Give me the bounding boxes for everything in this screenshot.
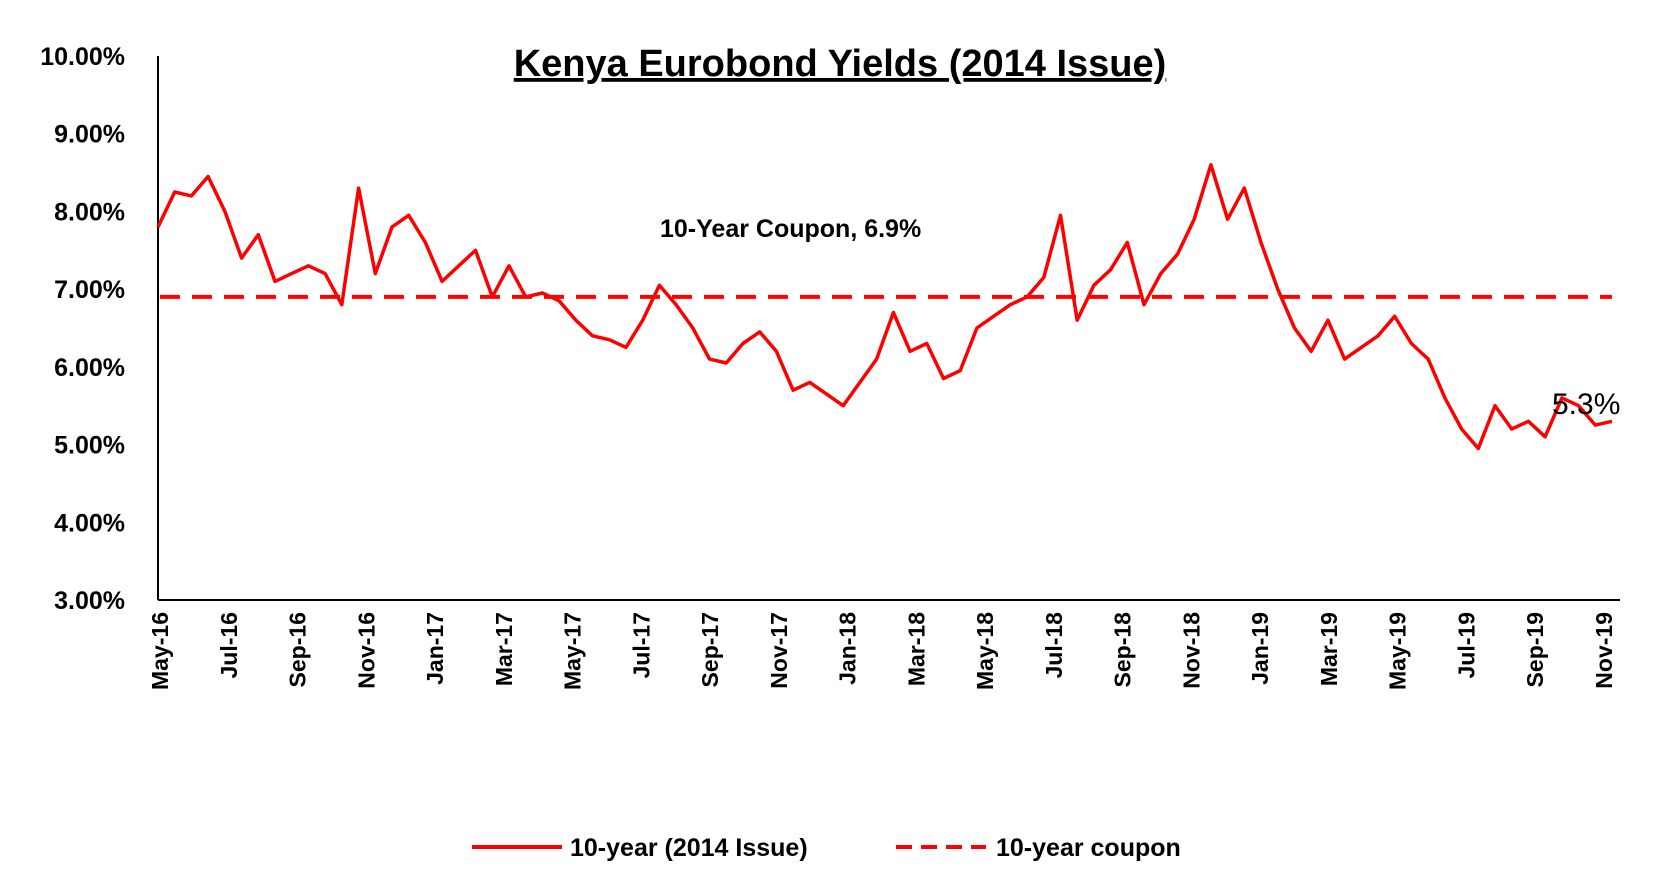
end-value-label: 5.3% <box>1552 388 1620 421</box>
x-tick-label: Sep-18 <box>1110 612 1136 688</box>
x-tick-label: Nov-18 <box>1178 612 1204 689</box>
x-tick-label: May-16 <box>147 612 173 690</box>
x-tick-label: Sep-16 <box>285 612 311 687</box>
x-tick-label: Nov-17 <box>766 612 792 689</box>
yield-series-line <box>156 163 1613 451</box>
x-tick-label: Jul-17 <box>628 612 654 678</box>
x-tick-label: Mar-18 <box>903 612 929 686</box>
x-tick-label: Jan-19 <box>1247 612 1273 685</box>
y-tick-label: 9.00% <box>54 121 125 149</box>
y-tick-label: 4.00% <box>54 509 125 537</box>
x-tick-label: Jul-18 <box>1041 612 1067 679</box>
x-tick-label: Jul-19 <box>1453 612 1479 678</box>
y-tick-label: 8.00% <box>54 198 125 226</box>
x-tick-label: May-18 <box>972 612 998 690</box>
coupon-annotation: 10-Year Coupon, 6.9% <box>660 215 921 243</box>
x-tick-label: Sep-19 <box>1522 612 1548 687</box>
x-tick-label: Nov-16 <box>353 612 379 689</box>
x-tick-label: Jul-16 <box>216 612 242 678</box>
legend-label-coupon: 10-year coupon <box>996 834 1181 862</box>
legend-label-yield: 10-year (2014 Issue) <box>570 834 808 862</box>
x-tick-label: Mar-17 <box>491 612 517 686</box>
series-layer <box>156 163 1613 451</box>
x-tick-label: Jan-18 <box>835 612 861 685</box>
y-tick-label: 10.00% <box>40 43 125 71</box>
x-tick-label: Sep-17 <box>697 612 723 687</box>
x-tick-label: May-17 <box>560 612 586 690</box>
x-tick-label: Jan-17 <box>422 612 448 685</box>
x-tick-label: Nov-19 <box>1591 612 1617 689</box>
x-tick-label: May-19 <box>1385 612 1411 690</box>
y-tick-label: 3.00% <box>54 587 125 615</box>
y-tick-label: 5.00% <box>54 432 125 460</box>
y-tick-label: 7.00% <box>54 276 125 304</box>
x-axis-ticks: May-16 Jul-16 Sep-16 Nov-16 Jan-17 Mar-17 May-… <box>147 612 1617 690</box>
chart-title: Kenya Eurobond Yields (2014 Issue) <box>514 43 1167 85</box>
y-tick-label: 6.00% <box>54 354 125 382</box>
y-axis-ticks: 10.00% 9.00% 8.00% 7.00% 6.00% 5.00% 4.00% 3.00… <box>40 43 125 615</box>
legend: 10-year (2014 Issue) 10-year coupon <box>472 834 1181 862</box>
x-tick-label: Mar-19 <box>1316 612 1342 686</box>
